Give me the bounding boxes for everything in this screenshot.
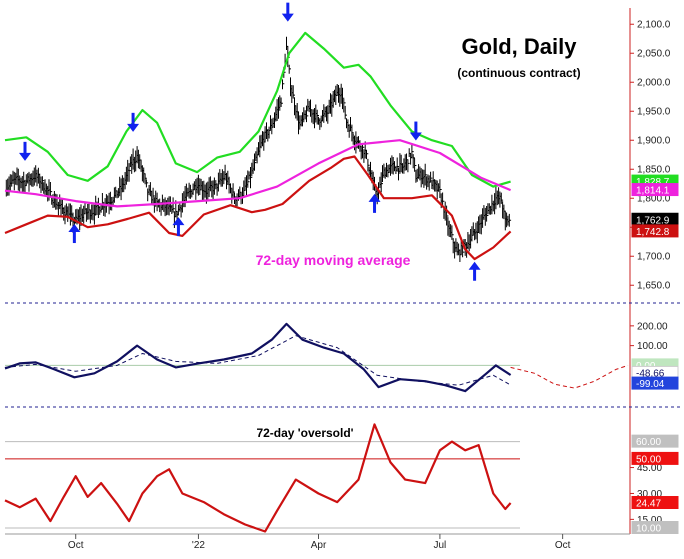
- y-tick-label: 1,950.0: [637, 107, 671, 118]
- badge-label: 1,814.1: [636, 186, 670, 197]
- arrow-head: [368, 193, 381, 202]
- badge-background: [631, 183, 679, 197]
- last-value-badge: -99.04: [631, 376, 679, 390]
- chart-title: Gold, Daily: [462, 34, 578, 59]
- x-tick-label: '22: [192, 540, 205, 551]
- last-value-badge: 1,814.1: [631, 183, 679, 197]
- y-tick-label: 1,850.0: [637, 165, 671, 176]
- down-arrow-icon: [127, 112, 140, 132]
- last-value-badge: 1,762.9: [631, 212, 679, 226]
- down-arrow-icon: [19, 141, 32, 161]
- badge-background: [631, 224, 679, 238]
- arrow-head: [19, 152, 32, 161]
- y-tick-label: 1,900.0: [637, 136, 671, 147]
- upper-band-line: [4, 31, 511, 188]
- oscillator-projection-line: [510, 364, 629, 389]
- badge-label: 24.47: [636, 499, 661, 510]
- y-tick-label: 2,100.0: [637, 20, 671, 31]
- badge-label: -48.66: [636, 368, 665, 379]
- arrow-head: [281, 13, 294, 22]
- badge-background: [631, 376, 679, 390]
- chart-subtitle: (continuous contract): [457, 66, 580, 80]
- up-arrow-icon: [172, 217, 185, 237]
- x-tick-label: Oct: [555, 540, 571, 551]
- oscillator-signal-line: [4, 335, 511, 386]
- x-tick-label: Oct: [68, 540, 84, 551]
- down-arrow-icon: [281, 2, 294, 22]
- last-value-badge: 50.00: [631, 451, 679, 465]
- badge-background: [631, 521, 679, 534]
- badge-background: [631, 434, 679, 448]
- y-tick-label: 100.00: [637, 341, 668, 352]
- badge-label: 1,762.9: [636, 215, 670, 226]
- x-tick-label: Apr: [311, 540, 327, 551]
- y-tick-label: 2,050.0: [637, 49, 671, 60]
- moving-average-annotation: 72-day moving average: [256, 252, 411, 268]
- y-tick-label: 2,000.0: [637, 78, 671, 89]
- arrow-head: [172, 217, 185, 226]
- badge-background: [631, 451, 679, 465]
- badge-label: 1,742.8: [636, 227, 670, 238]
- y-tick-label: 15.00: [637, 515, 662, 526]
- arrow-head: [409, 132, 422, 141]
- oscillator-line: [4, 322, 512, 393]
- arrow-head: [127, 123, 140, 132]
- up-arrow-icon: [68, 224, 81, 244]
- y-tick-label: 1,650.0: [637, 281, 671, 292]
- y-tick-label: 30.00: [637, 489, 662, 500]
- up-arrow-icon: [468, 261, 481, 281]
- up-arrow-icon: [368, 193, 381, 213]
- x-tick-label: Jul: [434, 540, 447, 551]
- arrow-head: [68, 224, 81, 233]
- last-value-badge: 1,742.8: [631, 224, 679, 238]
- last-value-badge: 60.00: [631, 434, 679, 448]
- marks-layer: [19, 2, 481, 281]
- moving-average-line: [4, 139, 512, 208]
- down-arrow-icon: [409, 121, 422, 141]
- last-value-badge: 24.47: [631, 496, 679, 510]
- series-layer: [4, 31, 629, 533]
- lower-band-line: [4, 155, 512, 261]
- badge-label: 60.00: [636, 437, 661, 448]
- last-value-badge: 10.00: [631, 521, 679, 535]
- y-tick-label: 45.00: [637, 463, 662, 474]
- last-value-badge: -48.66: [631, 365, 679, 379]
- y-tick-label: 200.00: [637, 321, 668, 332]
- arrow-head: [468, 261, 481, 270]
- badge-label: 1,828.7: [636, 177, 670, 188]
- badge-background: [631, 496, 679, 510]
- badge-label: -99.04: [636, 379, 665, 390]
- y-tick-label: 1,800.0: [637, 194, 671, 205]
- stochastic-line: [4, 423, 512, 533]
- axis-layer: 2,100.0 2,050.0 2,000.0 1,950.0 1,900.0 1,850…: [5, 8, 682, 551]
- oversold-annotation: 72-day 'oversold': [256, 426, 353, 440]
- badge-label: 50.00: [636, 454, 661, 465]
- badge-label: 10.00: [636, 524, 661, 535]
- y-tick-label: 1,700.0: [637, 252, 671, 263]
- grid-layer: [5, 364, 520, 529]
- price-bars: [5, 36, 512, 262]
